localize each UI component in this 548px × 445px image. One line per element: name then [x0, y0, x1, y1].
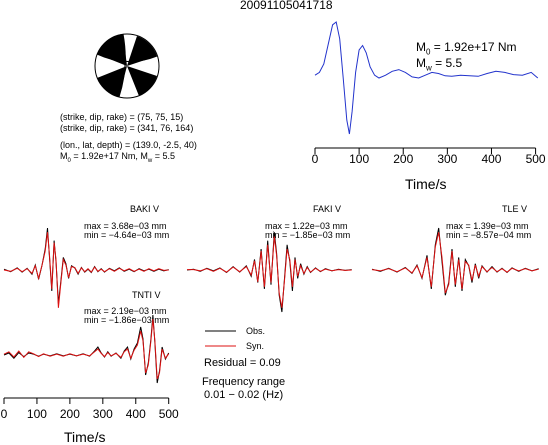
- x-tick-label-0: 0: [312, 152, 319, 166]
- mechanism-line-3: (lon., lat, depth) = (139.0, -2.5, 40): [60, 140, 197, 150]
- mechanism-line-1: (strike, dip, rake) = (75, 75, 15): [60, 112, 184, 122]
- beachball-quadrant-top-right: [127, 36, 157, 66]
- beachball-quadrant-upper: [97, 34, 127, 66]
- x-tick-label-200: 200: [60, 407, 80, 421]
- x-tick-label-100: 100: [349, 152, 369, 166]
- residual-label: Residual = 0.09: [204, 357, 281, 369]
- station-min-tnti: min = −1.86e−03 mm: [84, 315, 170, 325]
- x-tick-label-100: 100: [27, 407, 47, 421]
- station-name-tle: TLE V: [502, 204, 528, 214]
- x-tick-label-300: 300: [93, 407, 113, 421]
- x-tick-label-400: 400: [481, 152, 501, 166]
- station-name-faki: FAKI V: [313, 204, 342, 214]
- station-name-tnti: TNTI V: [132, 290, 161, 300]
- station-4-syn-line: [3, 318, 170, 380]
- beachball-quadrant-lower-left: [97, 66, 127, 97]
- frequency-range-value: 0.01 − 0.02 (Hz): [204, 389, 284, 401]
- mechanism-line-2: (strike, dip, rake) = (341, 76, 164): [60, 123, 194, 133]
- station-max-faki: max = 1.22e−03 mm: [265, 221, 348, 231]
- x-tick-label-500: 500: [159, 407, 179, 421]
- station-min-faki: min = −1.85e−03 mm: [265, 230, 351, 240]
- frequency-range-label: Frequency range: [202, 376, 286, 388]
- stf-m0-label: M0 = 1.92e+17 Nm: [416, 40, 517, 57]
- x-tick-label-200: 200: [393, 152, 413, 166]
- x-tick-label-0: 0: [1, 407, 8, 421]
- station-2-syn-line: [187, 236, 352, 308]
- station-3-syn-line: [371, 232, 539, 294]
- legend-obs-label: Obs.: [246, 326, 266, 336]
- x-tick-label-500: 500: [526, 152, 546, 166]
- station-max-tnti: max = 2.19e−03 mm: [84, 306, 167, 316]
- figure-title: 20091105041718: [240, 0, 333, 12]
- stf-line: [314, 21, 539, 135]
- station-max-tle: max = 1.39e−03 mm: [446, 221, 529, 231]
- stf-mw-label: Mw = 5.5: [416, 56, 463, 73]
- station-max-baki: max = 3.68e−03 mm: [84, 221, 167, 231]
- mechanism-line-4: M0 = 1.92e+17 Nm, Mw = 5.5: [60, 151, 176, 164]
- station-min-tle: min = −8.57e−04 mm: [446, 230, 532, 240]
- station-min-baki: min = −4.64e−03 mm: [84, 230, 170, 240]
- station-name-baki: BAKI V: [130, 204, 160, 214]
- bottom-xlabel: Time/s: [64, 429, 106, 445]
- legend-syn-label: Syn.: [246, 341, 265, 351]
- station-2-obs-line: [186, 232, 352, 313]
- x-tick-label-300: 300: [437, 152, 457, 166]
- station-4-obs-line: [3, 314, 170, 384]
- stf-xlabel: Time/s: [405, 176, 447, 192]
- x-tick-label-400: 400: [126, 407, 146, 421]
- beachball-quadrant-lower-right: [127, 66, 157, 96]
